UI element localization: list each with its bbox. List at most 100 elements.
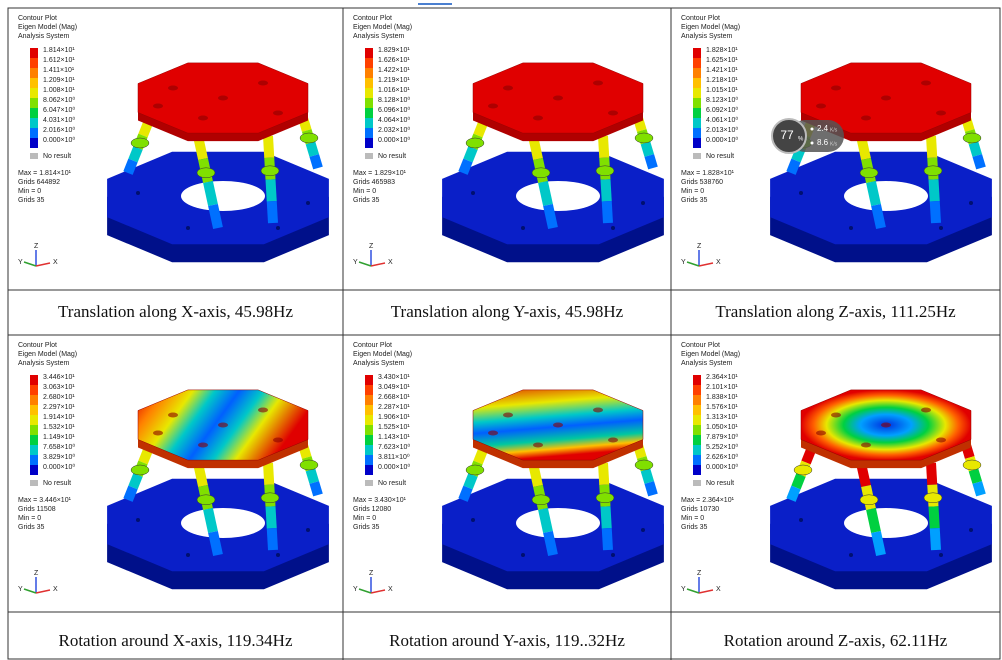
plate-hole [936,438,946,443]
joint [794,465,812,475]
bolt-hole [306,201,310,205]
base-hole [844,508,928,538]
legend-label: 1.612×10¹ [43,57,75,64]
legend-label: 1.219×10¹ [378,77,410,84]
legend-label: 1.814×10¹ [43,47,75,54]
leg-segment [548,205,553,228]
joint [635,460,653,470]
legend-swatch [365,58,373,68]
leg-segment [128,488,133,501]
stat: Grids 465983 [353,179,395,186]
plate-hole [608,111,618,116]
legend-swatch [30,375,38,385]
triad-y [24,589,36,593]
legend-swatch [30,98,38,108]
leg-segment [607,528,608,550]
legend-swatch [365,78,373,88]
legend-swatch [365,445,373,455]
bolt-hole [611,553,615,557]
stat: Grids 35 [18,197,45,204]
legend-swatch [365,435,373,445]
plate-hole [488,431,498,436]
leg-segment [931,136,932,158]
legend-label: 2.364×10¹ [706,374,738,381]
legend-label: 1.143×10¹ [378,434,410,441]
stat: Grids 35 [681,524,708,531]
leg-segment [977,483,981,496]
leg-segment [606,507,607,529]
legend-label: 1.218×10¹ [706,77,738,84]
legend-swatch [693,128,701,138]
legend-swatch [365,455,373,465]
legend-swatch [693,405,701,415]
plate-hole [533,116,543,121]
legend-label: 3.829×10⁰ [43,453,75,461]
legend-label: 8.128×10⁰ [378,96,410,104]
leg-segment [478,450,483,463]
leg-segment [208,509,213,532]
plate-hole [258,408,268,413]
triad-label: X [716,259,721,266]
legend-header: Eigen Model (Mag) [353,24,412,31]
leg-segment [478,123,483,136]
legend-swatch [30,48,38,58]
base-hole [181,508,265,538]
legend-swatch [693,375,701,385]
legend-label: 1.626×10¹ [378,57,410,64]
leg-segment [213,532,218,555]
leg-segment [649,483,653,496]
base-hole [181,181,265,211]
legend-swatch [365,465,373,475]
triad-x [36,590,50,593]
legend-swatch [30,385,38,395]
plate-hole [168,86,178,91]
plate-hole [218,423,228,428]
legend-swatch [30,88,38,98]
no-result: No result [43,153,71,160]
legend-label: 1.411×10¹ [43,67,75,74]
joint [860,495,878,505]
legend-swatch [365,48,373,58]
leg-segment [934,180,935,202]
triad-label: Y [353,259,358,266]
caption: Rotation around Z-axis, 62.11Hz [724,631,948,650]
plate-hole [593,81,603,86]
legend-swatch [693,138,701,148]
bolt-hole [939,553,943,557]
leg-segment [606,180,607,202]
overlay-down-unit: K/s [830,141,838,147]
stat: Max = 1.814×10¹ [18,170,72,177]
legend-label: 2.668×10¹ [378,394,410,401]
leg-segment [931,463,932,485]
no-result: No result [43,480,71,487]
joint [596,493,614,503]
legend-swatch [693,395,701,405]
legend-label: 1.906×10¹ [378,414,410,421]
triad-label: X [53,259,58,266]
legend-label: 1.422×10¹ [378,67,410,74]
base-hole [516,508,600,538]
overlay-percent: 77 [780,128,794,142]
no-result: No result [378,480,406,487]
leg-segment [935,528,936,550]
plate-hole [831,413,841,418]
bolt-hole [641,201,645,205]
bolt-hole [276,553,280,557]
stat: Min = 0 [681,515,704,522]
triad-y [687,589,699,593]
leg-segment [603,463,604,485]
legend-swatch [365,375,373,385]
legend-header: Analysis System [18,33,70,40]
leg-segment [208,182,213,205]
bolt-hole [136,518,140,522]
triad-label: Z [697,243,702,250]
triad-x [36,263,50,266]
no-result-swatch [30,153,38,159]
triad-y [359,589,371,593]
legend-header: Contour Plot [681,15,720,22]
triad-label: X [53,586,58,593]
legend-label: 0.000×10⁰ [43,136,75,144]
legend-label: 0.000×10⁰ [706,463,738,471]
legend-label: 3.063×10¹ [43,384,75,391]
bolt-hole [186,226,190,230]
